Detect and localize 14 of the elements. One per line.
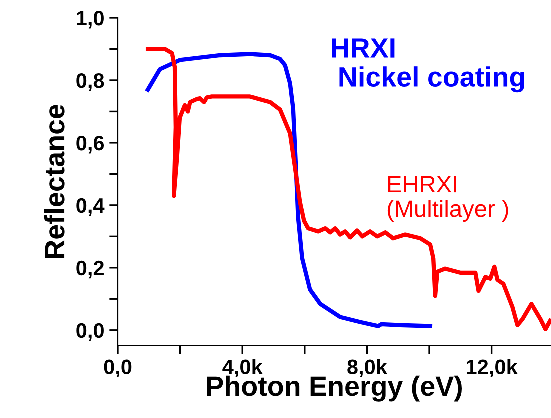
y-axis-title: Reflectance [44, 104, 65, 258]
x-tick-label: 8,0k [348, 359, 388, 378]
y-tick-label: 1,0 [77, 11, 104, 29]
x-axis-title: Photon Energy (eV) [208, 376, 462, 402]
series-label: EHRXI (Multilayer ) [388, 176, 508, 222]
y-tick-label: 0,6 [76, 136, 104, 154]
x-tick-label: 0,0 [104, 360, 132, 378]
series-label: HRXI Nickel coating [332, 38, 524, 93]
y-tick-label: 0,8 [76, 73, 104, 92]
x-tick-label: 4,0k [222, 359, 263, 378]
y-tick-label: 0,0 [76, 323, 104, 342]
x-tick-label: 12,0k [467, 359, 518, 378]
y-tick-label: 0,4 [76, 198, 105, 216]
y-tick-label: 0,2 [76, 260, 104, 279]
